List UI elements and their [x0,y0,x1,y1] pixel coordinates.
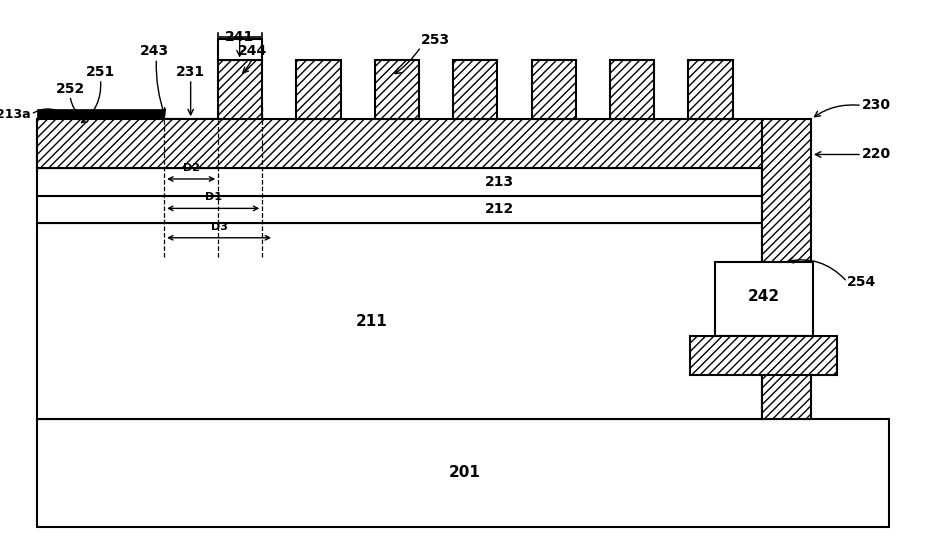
Text: 243: 243 [140,45,169,59]
Bar [762,119,811,419]
Text: 213a: 213a [0,108,31,121]
Bar [296,60,340,119]
Text: 242: 242 [748,289,780,304]
Text: 253: 253 [421,33,450,47]
Text: 231: 231 [176,65,205,79]
Text: 220: 220 [862,147,891,162]
Text: 254: 254 [847,275,876,289]
Text: 212: 212 [484,203,514,216]
Bar [36,168,762,195]
Bar [36,119,762,168]
Bar [36,119,165,168]
Bar [218,60,262,119]
Bar [36,109,165,119]
Text: 230: 230 [862,98,891,113]
Bar [715,262,813,336]
Text: D1: D1 [205,193,222,203]
Bar [690,336,838,375]
Bar [532,60,576,119]
Bar [611,60,654,119]
Text: 251: 251 [86,65,115,79]
Bar [36,419,889,527]
Text: 211: 211 [356,314,388,328]
Bar [36,195,762,223]
Text: 241: 241 [225,30,254,44]
Bar [375,60,419,119]
Bar [218,39,262,60]
Bar [688,60,733,119]
Text: 252: 252 [55,82,85,95]
Bar [453,60,497,119]
Text: 244: 244 [237,45,267,59]
Text: D3: D3 [210,222,227,232]
Bar [36,223,762,419]
Bar [165,119,218,168]
Text: D2: D2 [182,163,200,173]
Text: 201: 201 [449,465,481,480]
Text: 213: 213 [484,175,514,189]
